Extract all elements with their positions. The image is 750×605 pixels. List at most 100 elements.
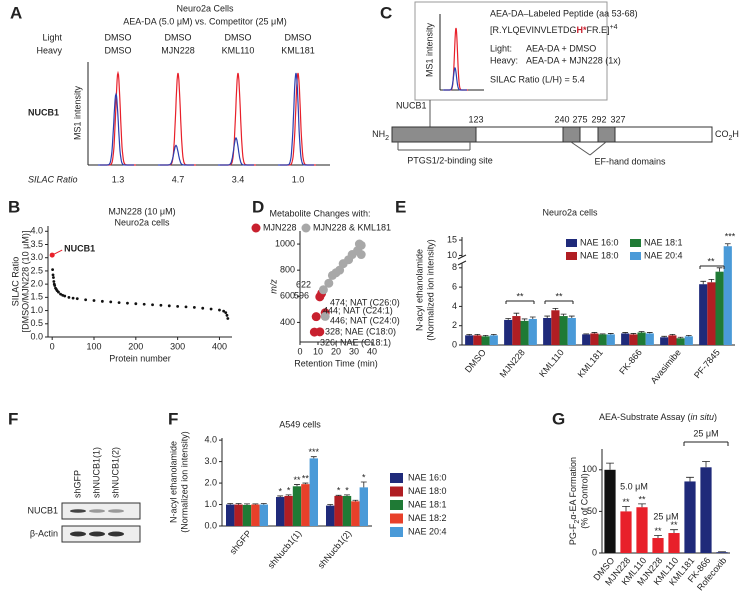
y-axis-label-part: 2 bbox=[574, 520, 581, 524]
blot-band bbox=[70, 509, 86, 513]
y-tick-label: 50 bbox=[587, 506, 597, 516]
significance: *** bbox=[309, 447, 320, 457]
bar bbox=[684, 481, 696, 553]
y-tick-label: 1.0 bbox=[204, 499, 217, 509]
y-tick-label: 600 bbox=[280, 291, 295, 301]
legend-swatch bbox=[390, 486, 403, 497]
x-tick-label: 10 bbox=[313, 346, 323, 356]
residue-position: 327 bbox=[610, 114, 625, 124]
y-tick-label: 4.0 bbox=[204, 435, 217, 445]
y-tick-label: 8 bbox=[452, 262, 457, 272]
point bbox=[225, 313, 229, 317]
point bbox=[356, 250, 366, 260]
chart-title: MJN228 (10 μM) bbox=[108, 206, 175, 216]
x-tick-label: 40 bbox=[367, 346, 377, 356]
point bbox=[51, 268, 54, 272]
bar bbox=[543, 317, 552, 345]
significance: ** bbox=[707, 256, 715, 266]
x-axis-label: Retention Time (min) bbox=[294, 358, 378, 368]
point bbox=[184, 305, 188, 309]
c-terminus: CO2H bbox=[715, 129, 739, 142]
significance: * bbox=[287, 485, 291, 495]
bar bbox=[342, 495, 352, 526]
point bbox=[324, 278, 334, 288]
domain-pointer bbox=[589, 141, 607, 156]
legend-label: MJN228 bbox=[263, 222, 297, 232]
y-tick-label: 2.0 bbox=[30, 279, 43, 289]
error-bar bbox=[702, 461, 710, 468]
y-tick-label: 2 bbox=[452, 320, 457, 330]
point bbox=[201, 306, 205, 310]
peptide-sequence: [R.YLQEVINVLETDGH*FR.E]+4 bbox=[490, 24, 618, 35]
point bbox=[57, 290, 60, 294]
panel-title: Neuro2a Cells bbox=[176, 3, 234, 13]
legend-marker bbox=[251, 223, 261, 233]
ef-hand-2 bbox=[597, 126, 616, 143]
significance: ** bbox=[555, 291, 563, 301]
panel-subtitle: AEA-DA (5.0 μM) vs. Competitor (25 μM) bbox=[123, 16, 286, 26]
error-bar bbox=[521, 318, 528, 321]
heavy-label: Heavy bbox=[36, 45, 62, 55]
point bbox=[224, 311, 228, 315]
inset-box bbox=[414, 1, 608, 101]
bar bbox=[707, 282, 716, 345]
error-bar bbox=[560, 313, 567, 317]
heavy-peak bbox=[98, 92, 134, 166]
chart-subtitle: Neuro2a cells bbox=[114, 217, 170, 227]
inset-y-label: MS1 intensity bbox=[424, 22, 434, 77]
significance: * bbox=[362, 472, 366, 482]
error-bar bbox=[352, 499, 359, 502]
point bbox=[134, 302, 138, 306]
light-condition: DMSO bbox=[285, 32, 312, 42]
bar bbox=[551, 310, 560, 345]
y-axis-label: SILAC Ratio bbox=[10, 257, 20, 307]
error-bar bbox=[513, 312, 520, 317]
legend-label: NAE 18:0 bbox=[408, 486, 447, 496]
ratio-value: 1.3 bbox=[112, 174, 125, 184]
error-bar bbox=[466, 333, 473, 336]
significance: ** bbox=[654, 526, 662, 536]
n-terminus-part: 2 bbox=[385, 135, 389, 142]
y-tick-label: 3.0 bbox=[204, 456, 217, 466]
blot-band bbox=[108, 509, 124, 513]
light-condition: DMSO bbox=[225, 32, 252, 42]
error-bar bbox=[252, 503, 259, 505]
panel-label: F bbox=[8, 409, 18, 428]
y-tick-label: 4 bbox=[452, 301, 457, 311]
light-condition: DMSO bbox=[105, 32, 132, 42]
annotation: 596 bbox=[294, 290, 309, 300]
chart-title: Neuro2a cells bbox=[542, 207, 598, 217]
ratio-label: SILAC Ratio bbox=[28, 174, 78, 184]
panel-label: G bbox=[552, 409, 565, 428]
bar bbox=[723, 246, 732, 345]
heavy-peak bbox=[158, 144, 194, 166]
inset-heavy-text: AEA-DA + MJN228 (1x) bbox=[526, 55, 621, 65]
bar bbox=[668, 533, 680, 553]
legend-label: NAE 18:2 bbox=[408, 513, 447, 523]
light-condition: DMSO bbox=[165, 32, 192, 42]
error-bar bbox=[591, 332, 598, 334]
y-axis-label: (Normalized ion intensity) bbox=[425, 239, 435, 341]
y-tick-label: 3.0 bbox=[30, 252, 43, 262]
bar bbox=[520, 320, 529, 345]
point bbox=[59, 292, 62, 296]
point bbox=[222, 309, 226, 313]
error-bar bbox=[670, 529, 678, 534]
significance: ** bbox=[516, 291, 524, 301]
point bbox=[71, 296, 75, 300]
legend-swatch bbox=[390, 527, 403, 537]
significance: ** bbox=[622, 497, 630, 507]
binding-domain bbox=[391, 126, 477, 143]
bar bbox=[606, 334, 615, 345]
inset-heavy-peak bbox=[443, 67, 467, 91]
y-tick-label: 0 bbox=[452, 339, 457, 349]
error-bar bbox=[669, 333, 676, 336]
point bbox=[318, 285, 328, 295]
bar bbox=[504, 319, 513, 345]
annotation: NUCB1 bbox=[64, 243, 95, 253]
bar bbox=[512, 316, 521, 345]
y-tick-label: 0.0 bbox=[204, 520, 217, 530]
point bbox=[84, 298, 88, 302]
bar bbox=[598, 334, 607, 345]
